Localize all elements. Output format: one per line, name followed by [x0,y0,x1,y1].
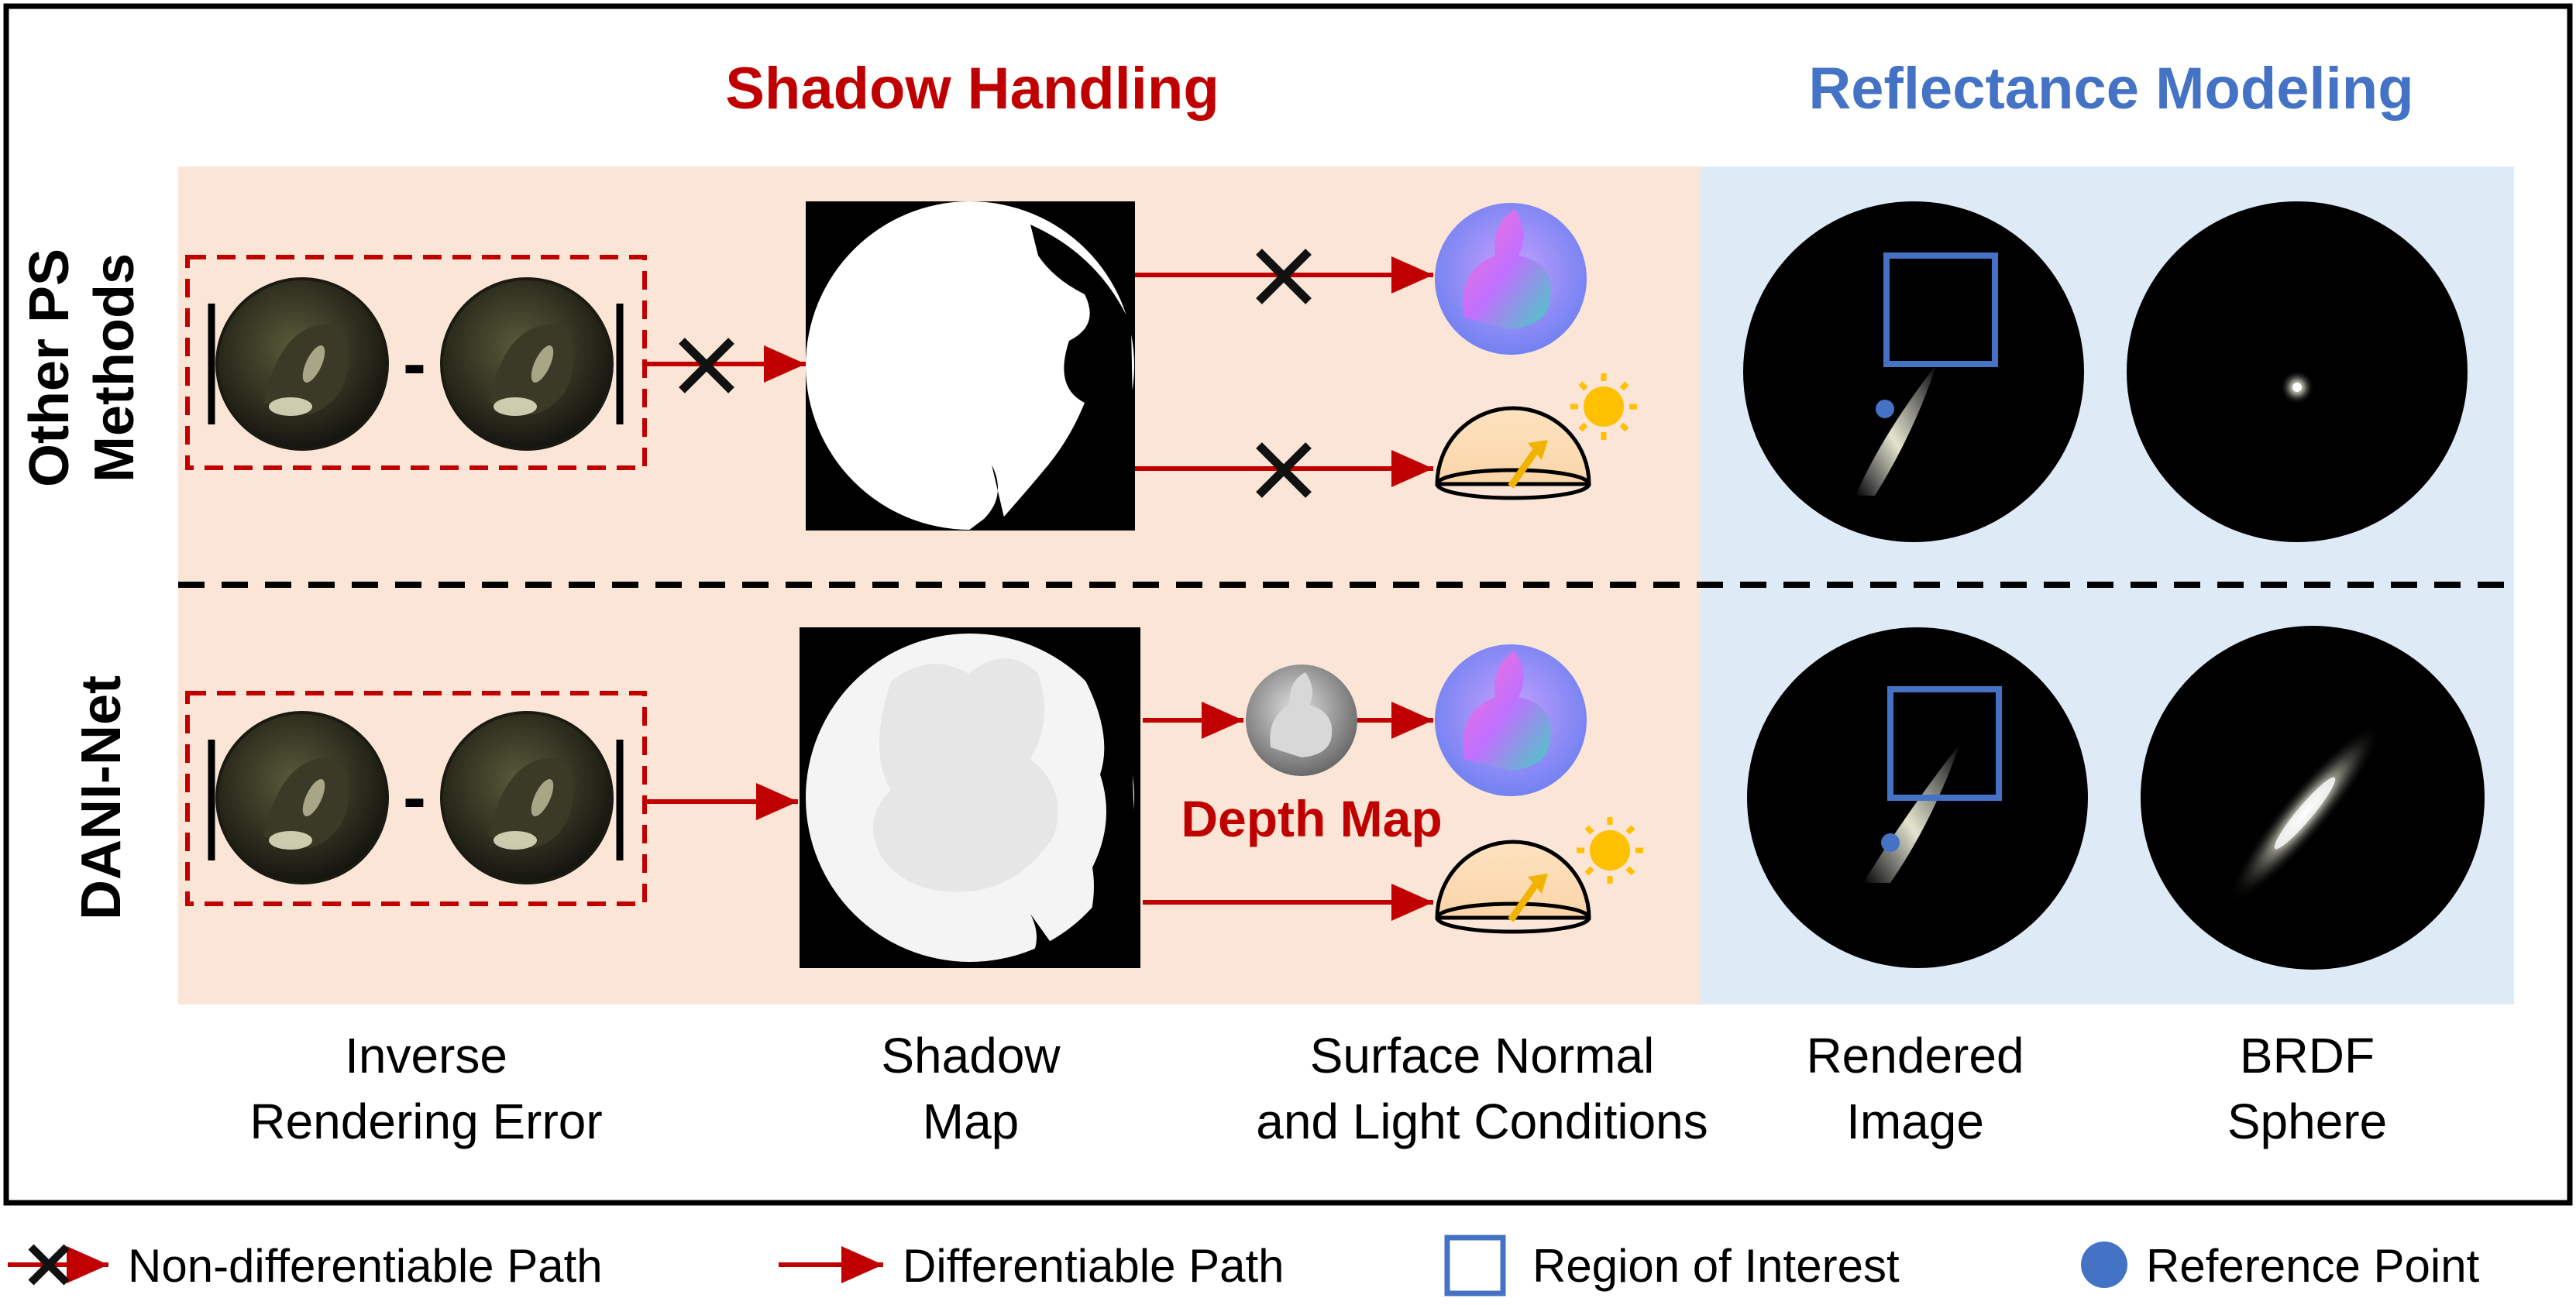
light-dome-icon-bottom [1435,840,1591,934]
legend-differentiable-label: Differentiable Path [903,1240,1285,1292]
normal-map-bunny-bottom [1435,644,1587,796]
shadow-map-binary [806,201,1135,531]
row-label-other-ps-line1: Other PS [19,249,81,487]
coin-image-1-top [215,277,389,451]
coin-image-2-bottom [440,711,614,884]
region-of-interest-box-top [1883,252,1998,367]
column-label-inverse-line1: Inverse [345,1028,507,1083]
cross-icon-error-to-shadow [679,338,734,393]
reference-point-top [1876,400,1894,418]
minus-sign-bottom: - [403,759,426,836]
column-label-brdf-sphere: BRDF Sphere [2227,1028,2387,1149]
legend-roi-square-icon [1444,1235,1506,1296]
legend-reference-label: Reference Point [2146,1240,2480,1292]
column-label-shadow-map: Shadow Map [881,1028,1061,1149]
sun-icon-top [1570,373,1637,440]
legend-cross-icon [28,1244,70,1286]
legend-reference-point: Reference Point [2081,1240,2480,1292]
row-label-other-ps-line2: Methods [84,253,146,483]
depth-map-bunny [1246,665,1357,776]
column-label-surface-line1: Surface Normal [1310,1028,1655,1083]
coin-image-1-bottom [215,711,389,884]
legend-region-of-interest: Region of Interest [1444,1235,1900,1296]
coin-image-2-top [440,277,614,451]
column-label-inverse-rendering-error: Inverse Rendering Error [249,1028,602,1149]
column-label-shadow-line1: Shadow [881,1028,1061,1083]
column-label-surface-line2: and Light Conditions [1256,1094,1708,1149]
legend-differentiable: Differentiable Path [779,1240,1285,1292]
reflectance-modeling-title: Reflectance Modeling [1808,56,2413,122]
region-of-interest-box-bottom [1887,686,2002,801]
legend-non-differentiable-label: Non-differentiable Path [128,1240,603,1292]
light-dome-icon-top [1435,406,1591,500]
legend-roi-label: Region of Interest [1532,1240,1900,1292]
column-label-rendered-line1: Rendered [1806,1028,2024,1083]
row-label-dani-net: DANI-Net [71,675,132,920]
shadow-map-soft [800,627,1140,968]
normal-map-bunny-top [1435,203,1587,355]
rendered-image-bottom [1747,627,2088,968]
column-label-surface-normal: Surface Normal and Light Conditions [1256,1028,1708,1149]
column-label-rendered-image: Rendered Image [1806,1028,2024,1149]
cross-icon-shadow-to-normal [1256,249,1312,304]
brdf-sphere-top [2127,201,2468,542]
outer-frame [3,3,2573,1206]
error-box-bottom [185,691,647,906]
legend-reference-dot-icon [2081,1241,2127,1288]
shadow-handling-title: Shadow Handling [725,56,1219,122]
legend: Non-differentiable Path Differentiable P… [8,1235,2480,1296]
column-label-brdf-line1: BRDF [2240,1028,2375,1083]
legend-non-differentiable: Non-differentiable Path [8,1240,603,1292]
cross-icon-shadow-to-light [1256,442,1312,498]
row-label-dani-net-text: DANI-Net [71,675,132,920]
column-label-inverse-line2: Rendering Error [249,1094,602,1149]
sun-icon-bottom [1577,817,1643,884]
rendered-image-top [1743,201,2084,542]
reference-point-bottom [1881,833,1900,852]
brdf-sphere-bottom [2141,626,2485,970]
row-label-other-ps: Other PS Methods [19,249,146,487]
column-label-brdf-line2: Sphere [2227,1094,2387,1149]
depth-map-label: Depth Map [1181,790,1442,847]
column-label-rendered-line2: Image [1846,1094,1984,1149]
minus-sign-top: - [403,325,426,403]
column-label-shadow-line2: Map [923,1094,1020,1149]
